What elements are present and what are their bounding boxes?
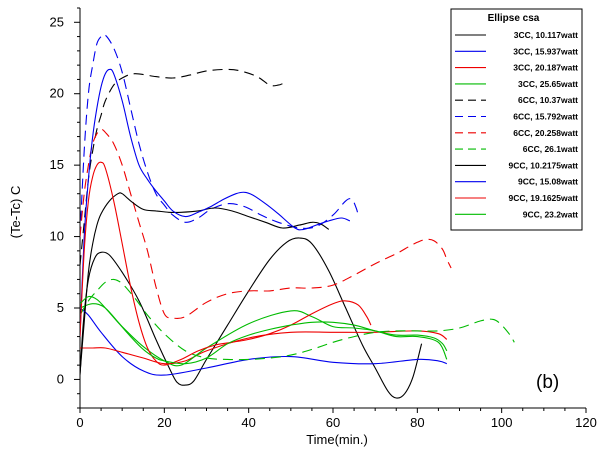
series-line-12 bbox=[80, 295, 448, 365]
legend-label: 9CC, 19.1625watt bbox=[509, 193, 579, 203]
x-tick-label: 60 bbox=[326, 415, 340, 430]
x-axis-title: Time(min.) bbox=[306, 432, 368, 447]
series-line-8 bbox=[80, 278, 515, 361]
legend-label: 9CC, 23.2watt bbox=[523, 209, 578, 219]
series-line-1 bbox=[80, 237, 423, 399]
x-tick-label: 100 bbox=[491, 415, 513, 430]
legend-entries: 3CC, 10.117watt 3CC, 15.937watt 3CC, 20.18… bbox=[455, 30, 578, 219]
series-line-10 bbox=[80, 68, 351, 337]
x-tick-label: 20 bbox=[157, 415, 171, 430]
legend-label: 3CC, 15.937watt bbox=[513, 46, 578, 56]
series-line-7 bbox=[80, 128, 452, 320]
legend-label: 9CC, 15.08watt bbox=[518, 177, 578, 187]
series-line-11 bbox=[80, 161, 372, 366]
y-ticks: 0 5 10 15 20 25 bbox=[50, 7, 80, 409]
x-tick-label: 80 bbox=[410, 415, 424, 430]
series-line-6 bbox=[80, 33, 359, 237]
y-tick-label: 15 bbox=[50, 157, 64, 172]
legend-label: 6CC, 20.258watt bbox=[513, 128, 578, 138]
legend-label: 3CC, 25.65watt bbox=[518, 79, 578, 89]
legend-box bbox=[450, 8, 583, 231]
series-line-3 bbox=[80, 330, 448, 365]
y-axis-title: (Te-Tc) C bbox=[8, 186, 23, 239]
x-tick-label: 0 bbox=[76, 415, 83, 430]
series-line-9 bbox=[80, 192, 330, 374]
y-tick-label: 20 bbox=[50, 86, 64, 101]
x-ticks: 0 20 40 60 80 100 120 bbox=[76, 408, 597, 430]
series-line-5 bbox=[80, 68, 283, 266]
series-layer bbox=[80, 33, 515, 399]
panel-label: (b) bbox=[536, 372, 559, 393]
legend: Ellipse csa 3CC, 10.117watt 3CC, 15.937wa… bbox=[450, 8, 583, 231]
legend-label: 6CC, 26.1watt bbox=[523, 144, 578, 154]
legend-label: 6CC, 10.37watt bbox=[518, 95, 578, 105]
legend-label: 3CC, 20.187watt bbox=[513, 63, 578, 73]
legend-label: 9CC, 10.2175watt bbox=[509, 160, 579, 170]
series-line-2 bbox=[80, 307, 448, 376]
y-tick-label: 5 bbox=[57, 300, 64, 315]
legend-label: 3CC, 10.117watt bbox=[514, 30, 578, 40]
x-tick-label: 40 bbox=[241, 415, 255, 430]
y-tick-label: 25 bbox=[50, 14, 64, 29]
legend-label: 6CC, 15.792watt bbox=[513, 112, 578, 122]
x-tick-label: 120 bbox=[575, 415, 597, 430]
y-tick-label: 10 bbox=[50, 229, 64, 244]
y-tick-label: 0 bbox=[57, 371, 64, 386]
legend-title: Ellipse csa bbox=[488, 13, 540, 24]
